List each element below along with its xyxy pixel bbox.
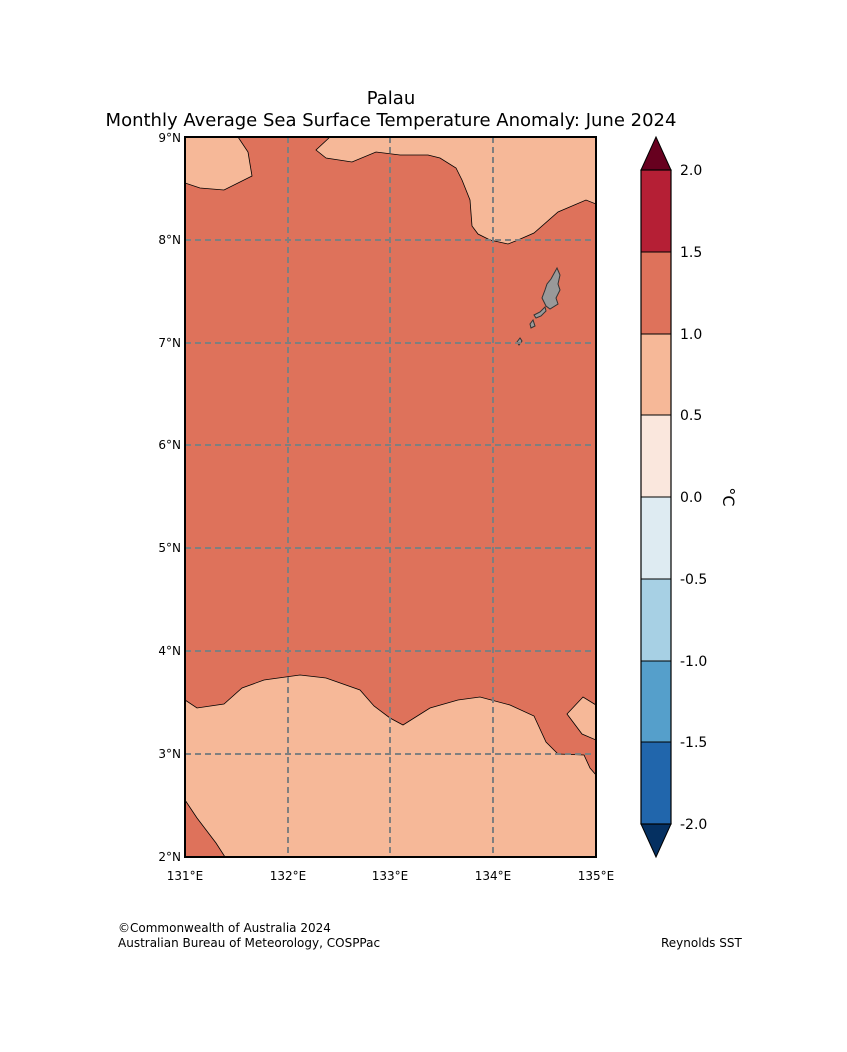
lon-label: 131°E <box>167 869 204 883</box>
colorbar-tick-label: -1.0 <box>680 654 707 670</box>
land-koror-islands <box>533 306 547 319</box>
map-title: Palau <box>366 88 416 109</box>
colorbar-over-arrow <box>640 135 672 171</box>
lat-label: 5°N <box>158 541 181 555</box>
colorbar-tick-label: 1.0 <box>680 327 702 343</box>
anomaly-patch-east <box>566 696 596 741</box>
latitude-labels: 2°N 3°N 4°N 5°N 6°N 7°N 8°N 9°N <box>158 131 181 864</box>
footer-credits: ©Commonwealth of Australia 2024 Australi… <box>118 921 380 951</box>
colorbar-band <box>641 742 671 824</box>
lat-label: 6°N <box>158 438 181 452</box>
land-peleliu-island <box>529 318 536 329</box>
lat-label: 3°N <box>158 747 181 761</box>
colorbar-band <box>641 170 671 252</box>
anomaly-patch-northeast <box>315 137 596 245</box>
colorbar-band <box>641 334 671 415</box>
map-gridlines <box>185 137 596 857</box>
lon-label: 133°E <box>372 869 409 883</box>
lat-label: 2°N <box>158 850 181 864</box>
colorbar-band <box>641 497 671 579</box>
lon-label: 132°E <box>270 869 307 883</box>
lon-label: 134°E <box>475 869 512 883</box>
colorbar: 2.0 1.5 1.0 0.5 0.0 -0.5 -1.0 -1.5 -2.0 … <box>640 135 738 859</box>
colorbar-tick-labels: 2.0 1.5 1.0 0.5 0.0 -0.5 -1.0 -1.5 -2.0 <box>680 163 707 833</box>
colorbar-frame <box>640 169 672 825</box>
agency-text: Australian Bureau of Meteorology, COSPPa… <box>118 936 381 950</box>
colorbar-tick-label: 0.5 <box>680 408 702 424</box>
colorbar-tick-label: 1.5 <box>680 245 702 261</box>
map-frame <box>184 136 597 858</box>
dataset-source: Reynolds SST <box>661 936 742 950</box>
colorbar-tick-label: -1.5 <box>680 735 707 751</box>
copyright-text: ©Commonwealth of Australia 2024 <box>118 921 331 935</box>
colorbar-tick-label: -2.0 <box>680 817 707 833</box>
land-babeldaob-island <box>541 266 561 310</box>
colorbar-tick-label: -0.5 <box>680 572 707 588</box>
lat-label: 8°N <box>158 233 181 247</box>
lat-label: 9°N <box>158 131 181 145</box>
colorbar-under-arrow <box>640 823 672 859</box>
colorbar-tick-label: 2.0 <box>680 163 702 179</box>
colorbar-band <box>641 415 671 497</box>
colorbar-band <box>641 252 671 334</box>
lon-label: 135°E <box>578 869 615 883</box>
map-subtitle: Monthly Average Sea Surface Temperature … <box>105 110 677 131</box>
lat-label: 7°N <box>158 336 181 350</box>
colorbar-band <box>641 579 671 661</box>
colorbar-unit-label: °C <box>719 487 738 506</box>
longitude-labels: 131°E 132°E 133°E 134°E 135°E <box>167 869 615 883</box>
lat-label: 4°N <box>158 644 181 658</box>
anomaly-patch-northwest <box>185 137 253 191</box>
colorbar-band <box>641 661 671 742</box>
colorbar-tick-label: 0.0 <box>680 490 702 506</box>
